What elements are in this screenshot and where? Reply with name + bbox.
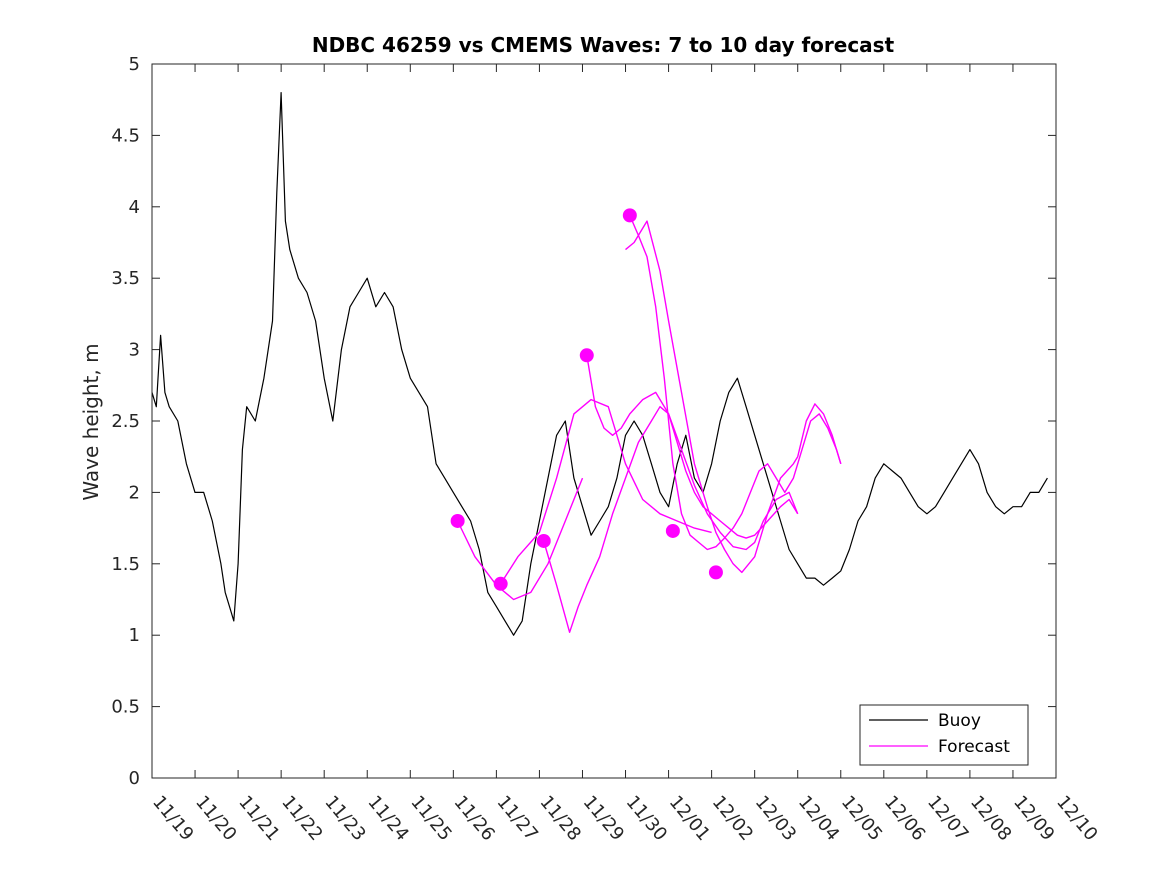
plot-area bbox=[152, 64, 1056, 778]
forecast-series-line-2 bbox=[500, 398, 712, 585]
forecast-start-marker bbox=[665, 523, 680, 538]
y-tick-label: 2 bbox=[129, 482, 140, 503]
forecast-start-marker bbox=[493, 576, 508, 591]
forecast-series-line-5 bbox=[629, 215, 842, 551]
y-tick-label: 3.5 bbox=[111, 268, 140, 289]
y-tick-label: 1.5 bbox=[111, 554, 140, 575]
forecast-series-line-6 bbox=[625, 220, 842, 574]
buoy-series-line bbox=[151, 91, 1048, 636]
y-tick-label: 1 bbox=[129, 625, 140, 646]
y-tick-label: 0 bbox=[129, 768, 140, 789]
forecast-series-line-1 bbox=[456, 477, 584, 601]
y-tick-label: 4 bbox=[129, 197, 140, 218]
legend: Buoy Forecast bbox=[859, 704, 1029, 766]
y-tick-label: 3 bbox=[129, 340, 140, 361]
forecast-start-marker bbox=[622, 208, 637, 223]
series-layer bbox=[151, 91, 1048, 636]
y-tick-label: 4.5 bbox=[111, 125, 140, 146]
y-tick-label: 2.5 bbox=[111, 411, 140, 432]
legend-box bbox=[859, 704, 1029, 766]
forecast-start-marker bbox=[536, 533, 551, 548]
y-tick-label: 5 bbox=[129, 54, 140, 75]
forecast-series-line-4 bbox=[586, 355, 799, 551]
axes-frame bbox=[151, 63, 1057, 779]
forecast-series-line-3 bbox=[543, 406, 799, 633]
legend-buoy-label: Buoy bbox=[938, 711, 981, 731]
y-axis-ticks: 0 0.5 1 1.5 2 2.5 3 3.5 4 4.5 5 bbox=[111, 54, 1056, 789]
forecast-start-marker bbox=[579, 348, 594, 363]
y-axis-label: Wave height, m bbox=[79, 343, 103, 500]
chart-title: NDBC 46259 vs CMEMS Waves: 7 to 10 day f… bbox=[312, 33, 895, 57]
legend-forecast-label: Forecast bbox=[938, 737, 1010, 757]
forecast-start-marker bbox=[708, 565, 723, 580]
y-tick-label: 0.5 bbox=[111, 697, 140, 718]
forecast-start-marker bbox=[450, 513, 465, 528]
